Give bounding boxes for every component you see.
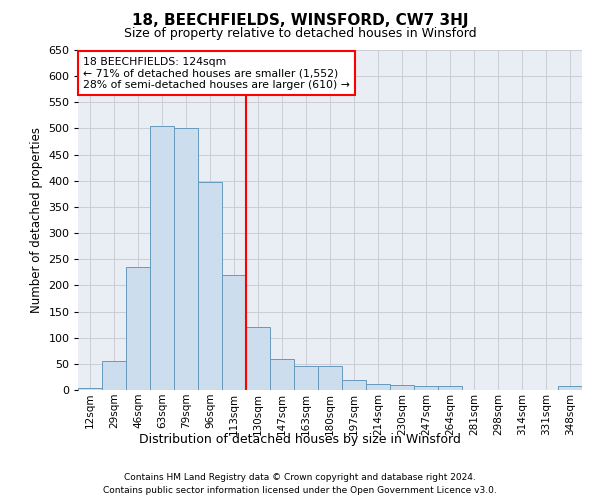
Text: Distribution of detached houses by size in Winsford: Distribution of detached houses by size … <box>139 432 461 446</box>
Y-axis label: Number of detached properties: Number of detached properties <box>30 127 43 313</box>
Text: 18, BEECHFIELDS, WINSFORD, CW7 3HJ: 18, BEECHFIELDS, WINSFORD, CW7 3HJ <box>132 12 468 28</box>
Bar <box>390 385 414 390</box>
Bar <box>558 386 582 390</box>
Text: 18 BEECHFIELDS: 124sqm
← 71% of detached houses are smaller (1,552)
28% of semi-: 18 BEECHFIELDS: 124sqm ← 71% of detached… <box>83 57 350 90</box>
Bar <box>294 366 318 390</box>
Text: Contains HM Land Registry data © Crown copyright and database right 2024.: Contains HM Land Registry data © Crown c… <box>124 472 476 482</box>
Bar <box>102 361 126 390</box>
Bar <box>198 182 222 390</box>
Bar <box>366 384 390 390</box>
Bar <box>150 126 174 390</box>
Bar <box>414 386 438 390</box>
Bar <box>78 388 102 390</box>
Bar <box>318 366 342 390</box>
Text: Contains public sector information licensed under the Open Government Licence v3: Contains public sector information licen… <box>103 486 497 495</box>
Bar <box>174 128 198 390</box>
Bar <box>270 358 294 390</box>
Text: Size of property relative to detached houses in Winsford: Size of property relative to detached ho… <box>124 28 476 40</box>
Bar <box>438 386 462 390</box>
Bar <box>246 327 270 390</box>
Bar <box>222 275 246 390</box>
Bar <box>342 380 366 390</box>
Bar <box>126 267 150 390</box>
